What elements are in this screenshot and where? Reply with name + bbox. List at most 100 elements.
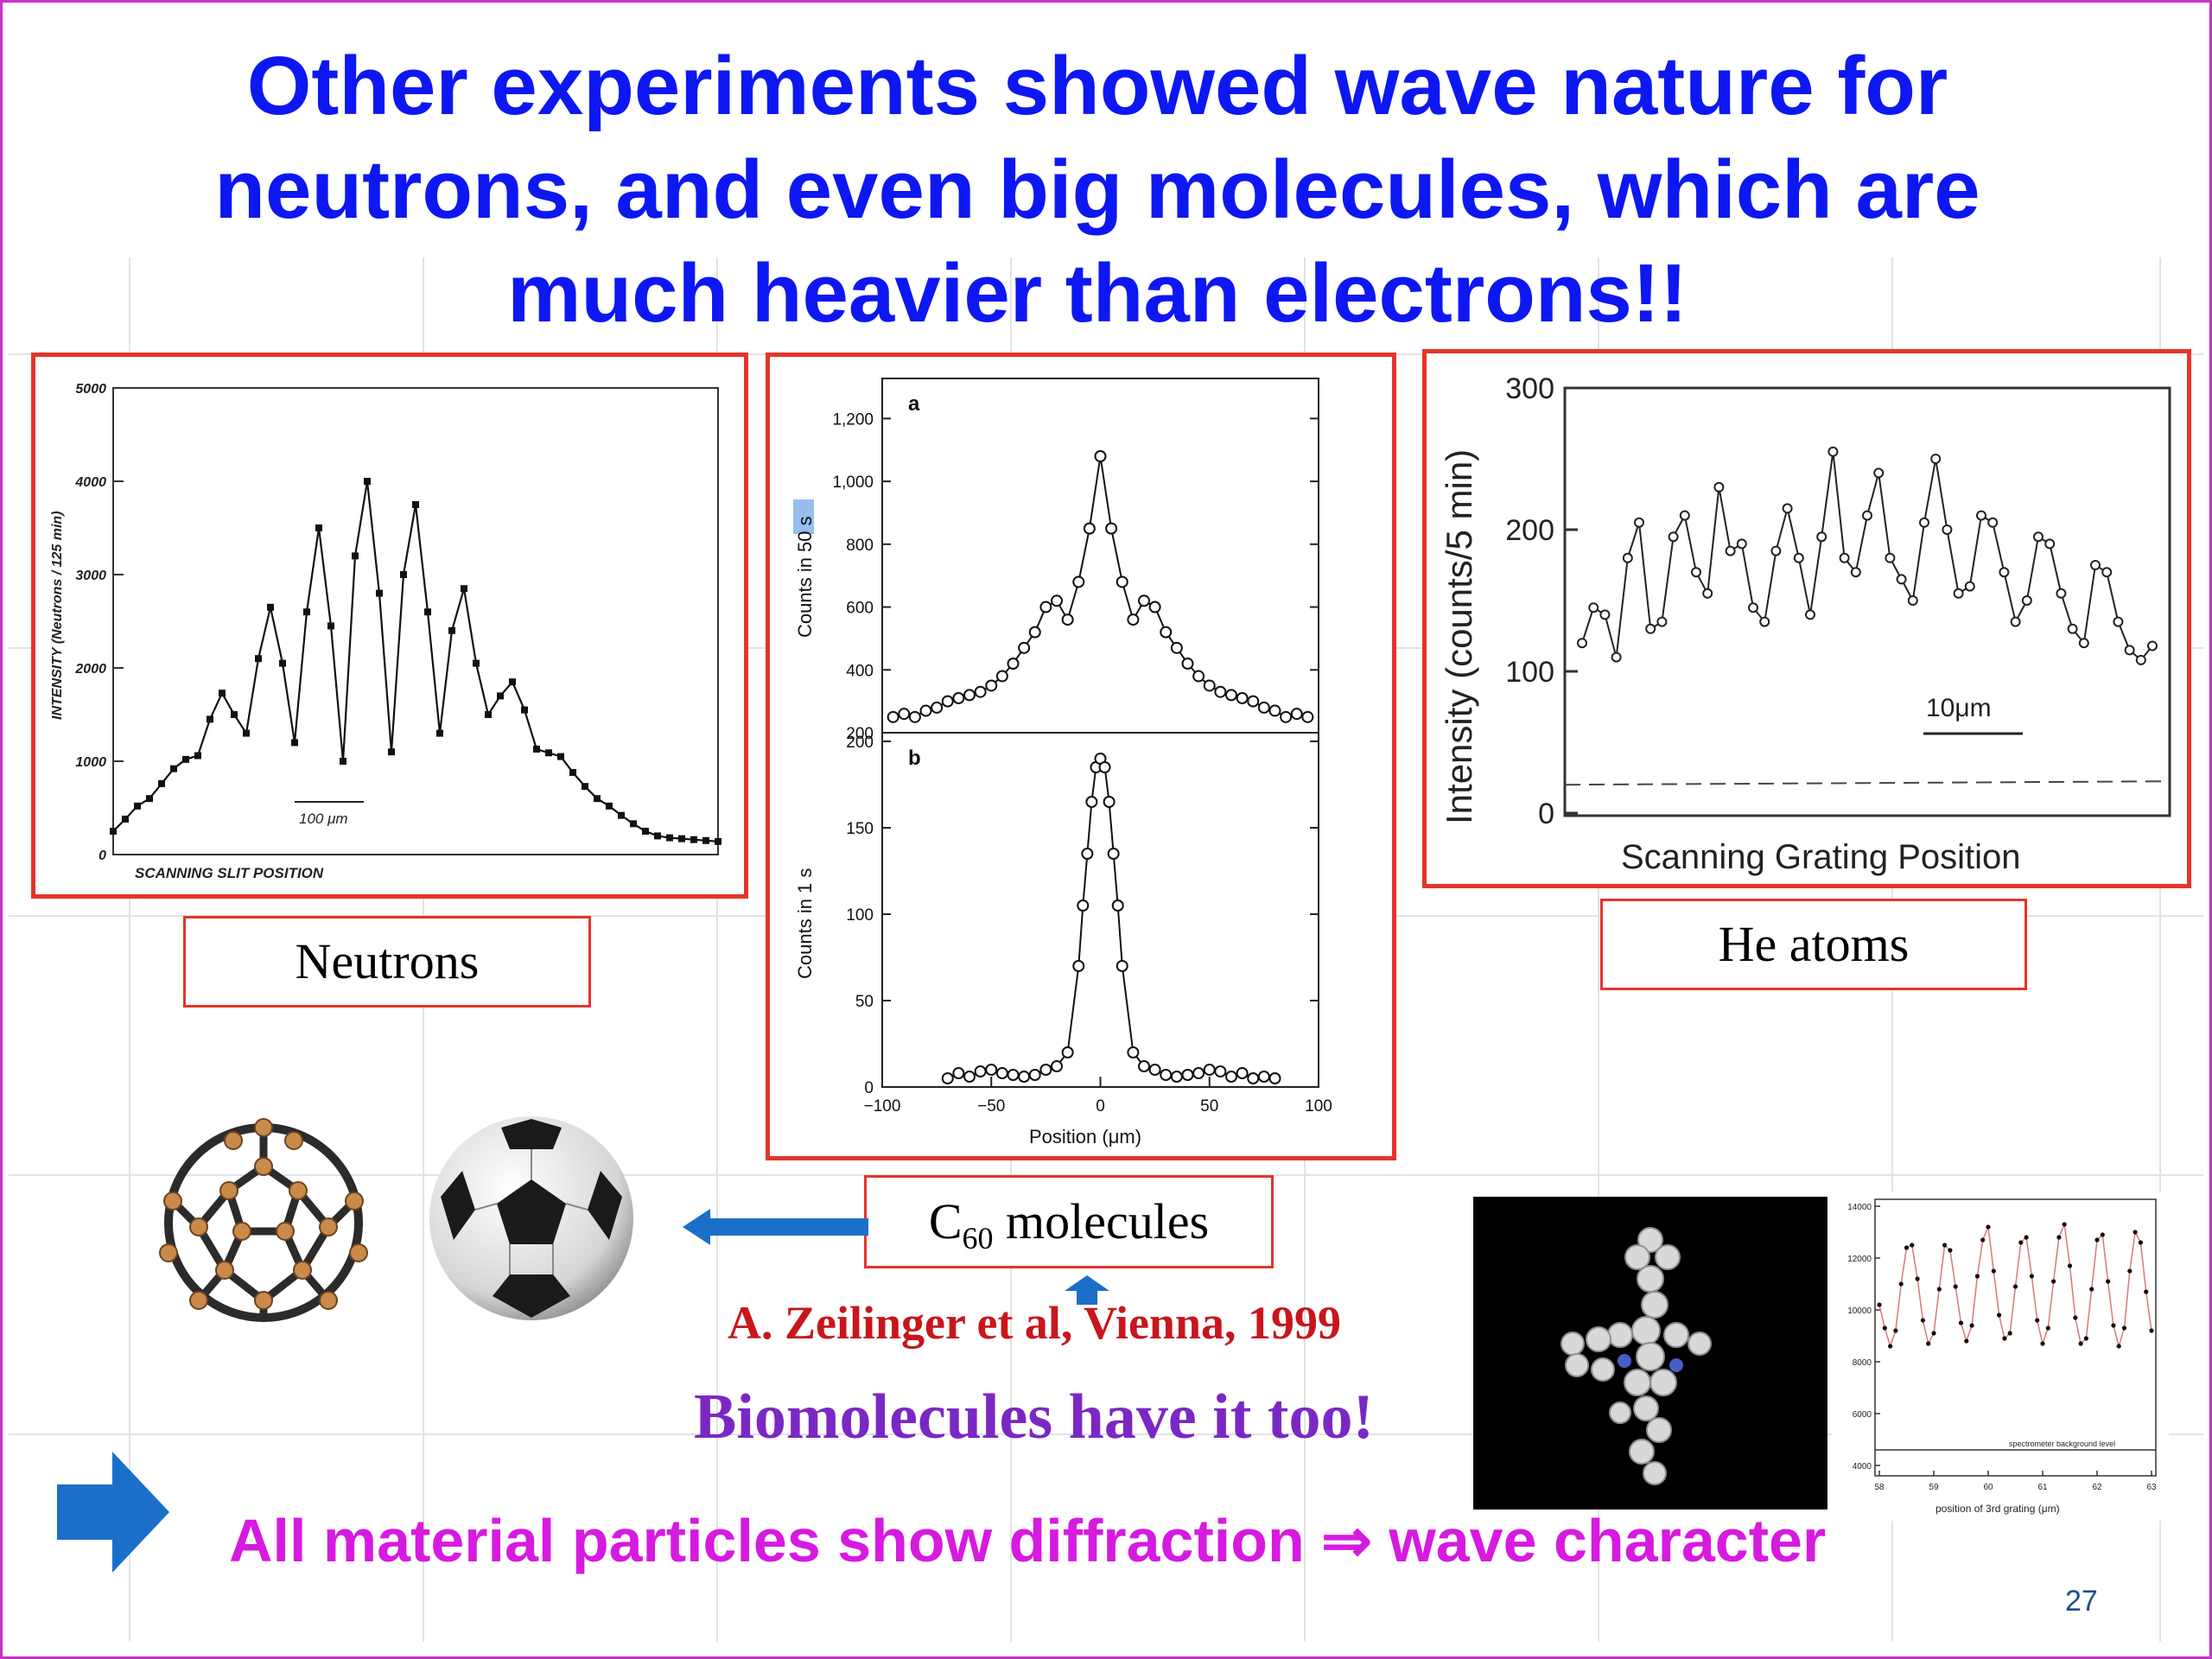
he-point [1656,616,1668,627]
bio-point [2149,1328,2154,1333]
neutron-point [521,706,528,714]
bio-chart: spectrometer background level position o… [1847,1198,2157,1515]
bio-ytick-label: 8000 [1853,1358,1872,1368]
neutron-point [582,783,588,791]
c60-point [1127,613,1140,626]
c60-point [963,1071,976,1083]
c60-ytick-label: 200 [846,725,874,743]
c60-point [1094,450,1107,462]
c60-point [1039,1064,1052,1076]
bio-point [1986,1224,1991,1230]
he-point [2090,560,2101,570]
bio-ytick-label: 4000 [1853,1462,1872,1471]
he-point [1782,503,1793,514]
bio-background-label: spectrometer background level [2009,1440,2115,1448]
bio-xtick-label: 62 [2092,1483,2102,1492]
bio-point [1942,1243,1948,1248]
c60-point [1301,710,1314,723]
c60-point [1170,641,1183,654]
bio-point [1888,1344,1893,1349]
bio-point [1877,1302,1882,1307]
bio-point [2045,1325,2050,1331]
bio-point [2018,1240,2024,1245]
slide-title: Other experiments showed wave nature for… [52,35,2143,346]
he-point [1976,510,1986,521]
c60-xtick-label: −50 [977,1097,1005,1116]
neutron-point [557,753,564,760]
c60-point [898,708,911,721]
he-point [1999,567,2010,578]
c60-point [1225,689,1237,702]
bio-point [1915,1276,1920,1281]
c60-point [1138,1060,1150,1072]
c60-point [1268,704,1281,717]
he-point [1691,567,1701,578]
neutron-point [666,834,673,842]
c60-point [1280,710,1293,723]
bio-point [2078,1341,2083,1346]
neutron-point [630,820,637,828]
he-point [2044,538,2056,550]
he-scale-label: 10μm [1926,694,1992,722]
bio-point [2002,1336,2007,1341]
he-chart: Intensity (counts/5 min) Scanning Gratin… [1439,372,2171,876]
neutron-point [134,802,141,810]
he-background-line [1564,780,2171,786]
neutron-point [315,524,322,531]
c60-ytick-label: 0 [864,1079,874,1097]
he-point [1713,481,1725,493]
bio-point [1931,1331,1936,1336]
neutron-caption: Neutrons [183,916,591,1007]
neutron-point [509,678,516,686]
neutron-point [110,828,117,835]
c60-point [985,1064,998,1076]
neutron-point [376,589,383,597]
bio-point [2116,1344,2121,1349]
neutron-point [291,739,298,747]
c60-ytick-label: 200 [846,734,874,752]
he-point [1668,531,1679,543]
he-point [1942,524,1953,535]
c60-point [1290,708,1303,721]
he-point [2147,640,2158,652]
he-ytick-label: 100 [1505,656,1554,689]
bio-ytick-label: 10000 [1847,1306,1872,1316]
neutron-point [424,608,431,616]
c60-ytick-label: 800 [846,537,874,555]
c60-point [941,695,954,708]
he-point [1919,517,1929,528]
c60-point [963,689,976,702]
neutron-point [473,659,480,667]
he-point [1577,638,1587,649]
neutron-point [207,715,213,723]
neutron-ytick-label: 1000 [75,755,106,770]
neutron-point [702,836,709,844]
bio-ytick-label: 6000 [1853,1410,1872,1420]
c60-point [1103,796,1116,808]
title-area [7,7,2205,257]
neutron-point [606,802,613,810]
title-line-2: neutrons, and even big molecules, which … [214,143,1980,236]
neutron-point [690,836,697,843]
c60-ylabel-a: Counts in 50 s [794,516,816,638]
c60-point [1081,848,1094,860]
bio-point [2062,1222,2067,1227]
neutron-point [303,608,310,616]
neutron-point [327,622,334,630]
bio-point [1898,1281,1904,1287]
c60-figure: a b Counts in 50 s Counts in 1 s Positio… [766,353,1396,1160]
he-point [1759,616,1770,627]
he-ytick-label: 200 [1505,514,1554,547]
he-plot-frame [1563,386,2171,817]
c60-point [887,710,899,723]
he-point [1622,552,1633,563]
bio-point [2100,1232,2105,1237]
neutron-point [461,585,467,593]
c60-point [952,1067,965,1079]
c60-point [1077,899,1090,912]
neutron-ytick-label: 5000 [75,382,106,397]
bio-point [1893,1328,1898,1333]
he-xlabel: Scanning Grating Position [1621,838,2021,876]
c60-point [1192,1067,1205,1079]
neutron-point [412,501,419,508]
